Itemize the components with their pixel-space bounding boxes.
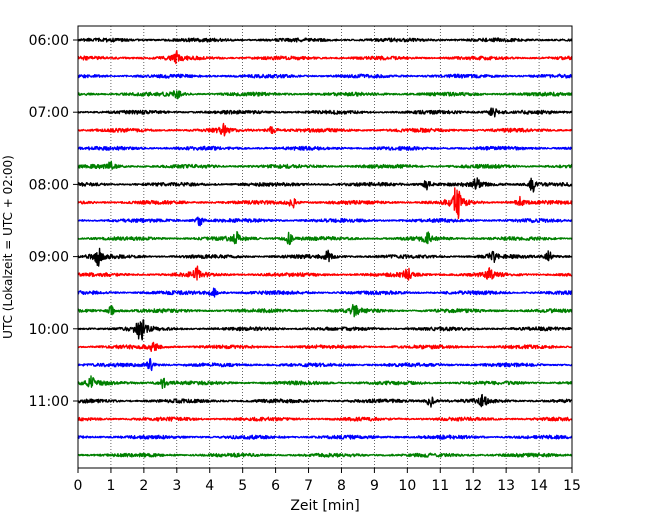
x-tick-label: 2 [139,478,148,494]
trace-0930 [77,287,573,298]
trace-1000 [77,319,573,341]
x-tick-label: 0 [74,478,83,494]
x-tick-label: 4 [205,478,214,494]
y-axis-label: UTC (Lokalzeit = UTC + 02:00) [1,155,15,339]
trace-0845 [77,231,573,246]
plot-frame [77,25,573,469]
y-axis-ticks: 06:00 07:00 08:00 09:00 10:00 11:00 [29,33,78,410]
y-tick-label: 09:00 [29,250,69,266]
traces [77,37,573,458]
trace-0745 [77,160,573,170]
x-tick-label: 10 [398,478,416,494]
x-axis-ticks: 0 1 2 3 4 5 6 7 8 9 10 11 12 13 14 15 [74,468,581,494]
x-axis-label: Zeit [min] [290,498,359,514]
trace-1100 [77,393,573,408]
x-tick-label: 13 [497,478,515,494]
x-tick-label: 9 [370,478,379,494]
x-tick-label: 8 [337,478,346,494]
x-tick-label: 5 [238,478,247,494]
trace-0800 [77,177,573,193]
y-tick-label: 07:00 [29,105,69,121]
y-tick-label: 11:00 [29,394,69,410]
trace-0945 [77,303,573,318]
x-tick-label: 12 [464,478,482,494]
x-tick-label: 15 [563,478,581,494]
trace-0915 [77,265,573,281]
y-tick-label: 08:00 [29,177,69,193]
trace-1115 [77,416,573,422]
trace-0700 [77,107,573,118]
trace-1015 [77,341,573,353]
plot-background [78,26,572,468]
x-tick-label: 6 [271,478,280,494]
trace-0830 [77,216,573,227]
trace-0900 [77,247,573,267]
y-tick-label: 06:00 [29,33,69,49]
y-tick-label: 10:00 [29,322,69,338]
x-tick-label: 14 [530,478,548,494]
x-tick-label: 1 [106,478,115,494]
trace-0645 [77,90,573,100]
x-tick-label: 11 [431,478,449,494]
trace-1045 [77,375,573,389]
trace-0815 [77,187,573,220]
trace-0715 [77,122,573,137]
trace-1145 [77,452,573,458]
trace-0730 [77,145,573,151]
trace-1130 [77,434,573,440]
x-tick-label: 7 [304,478,313,494]
x-tick-label: 3 [172,478,181,494]
trace-0630 [77,73,573,79]
trace-1030 [77,357,573,372]
trace-0615 [77,49,573,65]
trace-0600 [77,37,573,43]
